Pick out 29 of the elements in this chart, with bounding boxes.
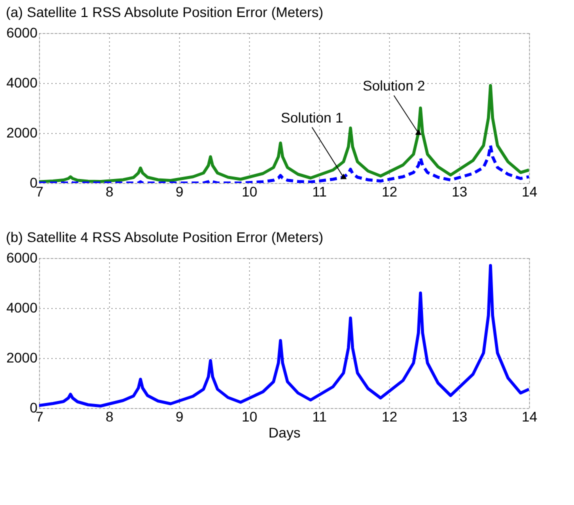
x-tick-label: 9 [176, 184, 184, 200]
y-tick-label: 4000 [6, 74, 38, 90]
x-tick-label: 13 [452, 184, 468, 200]
text: Solution 1 [280, 109, 344, 126]
chart-title: (b) Satellite 4 RSS Absolute Position Error (Meters) [6, 229, 324, 245]
y-tick-label: 4000 [6, 300, 38, 316]
y-tick-label: 2000 [6, 124, 38, 140]
x-tick-label: 7 [36, 184, 44, 200]
x-tick-label: 11 [312, 408, 327, 424]
x-tick-label: 14 [522, 184, 538, 200]
x-tick-label: 7 [36, 408, 44, 424]
x-tick-label: 11 [312, 184, 327, 200]
x-tick-label: 8 [106, 184, 114, 200]
y-tick-label: 0 [30, 400, 38, 416]
x-axis-title: Days [268, 424, 300, 440]
series-label: Solution 2 [362, 78, 426, 94]
x-tick-label: 9 [176, 408, 184, 424]
y-tick-label: 6000 [6, 24, 38, 40]
x-tick-label: 14 [522, 408, 538, 424]
chart-title: (a) Satellite 1 RSS Absolute Position Error (Meters) [6, 4, 324, 20]
x-tick-label: 10 [242, 408, 258, 424]
y-tick-label: 2000 [6, 350, 38, 366]
y-tick-label: 6000 [6, 250, 38, 266]
x-tick-label: 12 [382, 408, 398, 424]
x-tick-label: 12 [382, 184, 398, 200]
y-tick-label: 0 [30, 174, 38, 190]
x-tick-label: 10 [242, 184, 258, 200]
x-tick-label: 8 [106, 408, 114, 424]
x-tick-label: 13 [452, 408, 468, 424]
